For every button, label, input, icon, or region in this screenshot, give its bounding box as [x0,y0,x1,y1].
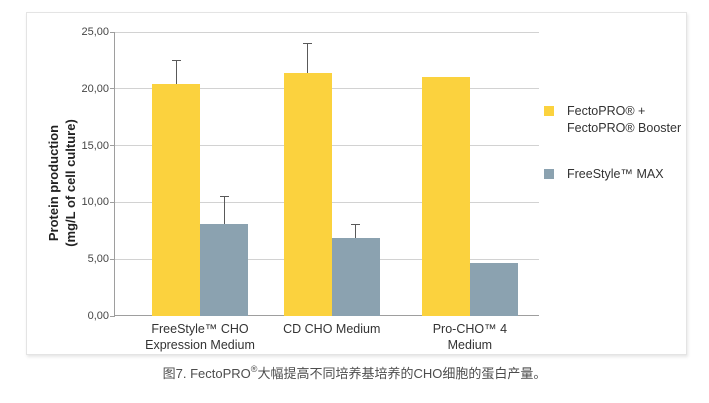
y-tick-label: 20,00 [81,82,109,95]
y-tick-label: 10,00 [81,196,109,209]
registered-mark: ® [250,363,258,374]
y-tick-mark [110,258,115,260]
bar-series1-group1 [152,84,200,316]
legend-label: FreeStyle™ MAX [567,166,664,181]
caption-text-prefix: 图7. FectoPRO [162,366,251,381]
x-category-label: FreeStyle™ CHO Expression Medium [145,322,255,353]
y-tick-mark [110,88,115,90]
figure-caption: 图7. FectoPRO®大幅提高不同培养基培养的CHO细胞的蛋白产量。 [0,363,709,382]
error-bar-cap [351,223,361,225]
y-tick-label: 0,00 [87,310,109,322]
error-bar [355,223,357,238]
error-bar [307,43,309,73]
y-tick-mark [110,145,115,147]
bar-series1-group3 [421,77,470,316]
bar-series1-group2 [283,72,332,316]
error-bar [223,195,225,224]
y-tick-mark [110,201,115,203]
error-bar-cap [171,60,181,62]
x-category-label: CD CHO Medium [283,322,381,336]
x-category-label: Pro-CHO™ 4 Medium [432,322,508,353]
legend-label: FectoPRO® + FectoPRO® Booster [567,104,682,135]
error-bar-cap [303,43,313,45]
y-tick-label: 5,00 [87,253,109,266]
legend-swatch [544,168,554,179]
bar-series2-group1 [200,223,248,316]
y-tick-label: 15,00 [81,139,109,152]
caption-text-suffix: 大幅提高不同培养基培养的CHO细胞的蛋白产量。 [257,366,547,381]
y-tick-mark [110,31,115,33]
bar-series2-group2 [331,237,380,316]
legend-item-1: FectoPRO® + FectoPRO® Booster [544,103,686,137]
gridline [115,31,539,33]
bar-series2-group3 [469,262,518,316]
legend-item-2: FreeStyle™ MAX [544,166,686,183]
y-tick-mark [110,315,115,317]
legend-swatch [544,106,554,116]
error-bar [175,60,177,85]
error-bar-cap [219,195,229,197]
chart-card: Protein production (mg/L of cell culture… [26,12,687,355]
y-tick-label: 25,00 [81,26,109,38]
plot-area: 0,00 5,00 10,00 15,00 20,00 25,00 FreeStyle™ C… [81,26,539,352]
legend: FectoPRO® + FectoPRO® Booster FreeStyle™ … [544,103,686,212]
